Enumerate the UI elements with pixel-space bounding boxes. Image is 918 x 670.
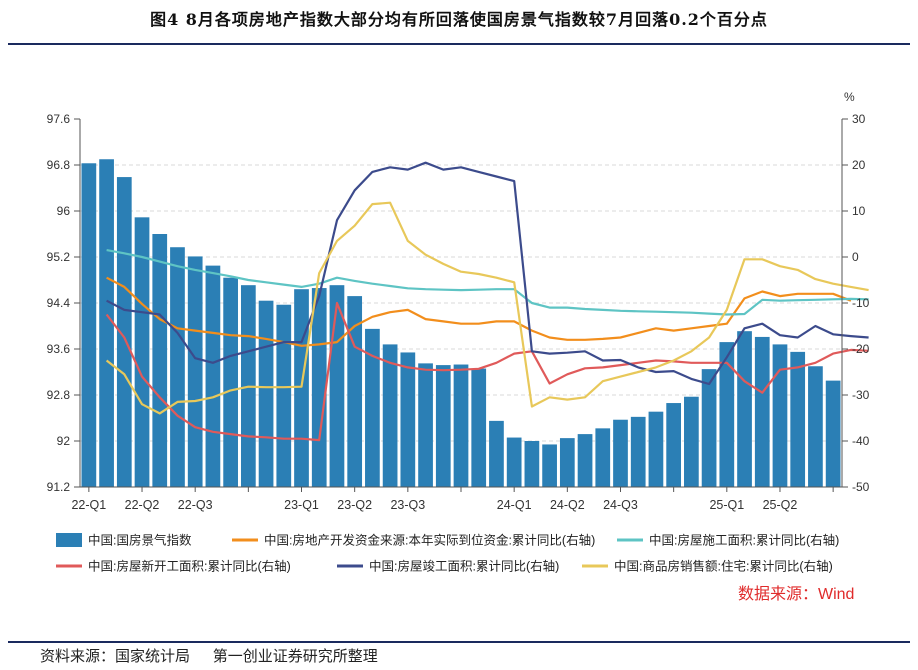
bar <box>81 163 97 487</box>
bar <box>577 434 593 487</box>
bar <box>152 234 168 487</box>
bar <box>613 419 628 487</box>
right-axis-unit: % <box>844 90 855 104</box>
bottom-rule <box>8 641 910 643</box>
right-tick-label: -20 <box>852 342 870 356</box>
x-tick-label: 24-Q1 <box>497 498 532 512</box>
left-tick-label: 91.2 <box>47 480 71 494</box>
right-tick-label: 30 <box>852 112 866 126</box>
bar <box>205 265 221 487</box>
left-tick-label: 96.8 <box>47 158 71 172</box>
x-tick-label: 23-Q3 <box>390 498 425 512</box>
bar <box>808 366 823 487</box>
series-line-new_start <box>105 301 869 442</box>
right-tick-label: -10 <box>852 296 870 310</box>
axes: 97.6 96.8 96 95.2 94.4 93.6 92.8 92 91.2 30 20 10 0 -… <box>47 90 870 512</box>
legend-label: 中国:国房景气指数 <box>88 533 192 548</box>
bar <box>666 403 682 487</box>
bar <box>276 304 292 487</box>
series-line-construction <box>106 249 869 316</box>
series-line-sales <box>105 201 869 415</box>
line-series <box>105 161 869 442</box>
series-line-funding <box>106 276 852 347</box>
bar <box>754 336 770 487</box>
x-tick-label: 25-Q2 <box>763 498 798 512</box>
bar <box>435 365 451 487</box>
bar <box>311 288 327 487</box>
right-tick-label: -40 <box>852 434 870 448</box>
bar <box>365 328 380 487</box>
bar <box>825 380 841 487</box>
legend-label: 中国:商品房销售额:住宅:累计同比(右轴) <box>614 559 833 574</box>
right-tick-label: 10 <box>852 204 866 218</box>
bar <box>294 289 309 487</box>
x-tick-label: 25-Q1 <box>709 498 744 512</box>
chart-canvas: 97.6 96.8 96 95.2 94.4 93.6 92.8 92 91.2 30 20 10 0 -… <box>47 90 870 574</box>
x-tick-label: 23-Q2 <box>337 498 372 512</box>
legend-label: 中国:房屋施工面积:累计同比(右轴) <box>649 533 839 548</box>
bar <box>648 411 664 487</box>
bar <box>790 351 806 487</box>
footer: 资料来源：国家统计局 第一创业证券研究所整理 <box>40 645 396 666</box>
x-tick-label: 22-Q1 <box>71 498 106 512</box>
right-tick-label: 0 <box>852 250 859 264</box>
bar <box>630 416 646 487</box>
x-tick-label: 22-Q3 <box>178 498 213 512</box>
series-line-completion <box>106 161 869 386</box>
left-tick-label: 93.6 <box>47 342 71 356</box>
bar <box>400 352 416 487</box>
bar <box>595 428 611 487</box>
footer-source: 资料来源：国家统计局 <box>40 647 191 665</box>
right-tick-label: 20 <box>852 158 866 172</box>
bar <box>772 344 788 487</box>
bar <box>506 437 522 487</box>
left-tick-label: 96 <box>57 204 71 218</box>
bar <box>701 369 717 487</box>
footer-organizer: 第一创业证券研究所整理 <box>212 647 378 665</box>
legend: 中国:国房景气指数 中国:房地产开发资金来源:本年实际到位资金:累计同比(右轴) 中… <box>56 533 839 574</box>
left-tick-label: 94.4 <box>47 296 71 310</box>
data-source-note: 数据来源：Wind <box>738 586 855 603</box>
bar <box>684 396 699 487</box>
bar <box>453 364 469 487</box>
left-tick-label: 92 <box>57 434 71 448</box>
right-tick-label: -30 <box>852 388 870 402</box>
x-tick-label: 24-Q3 <box>603 498 638 512</box>
right-tick-label: -50 <box>852 480 870 494</box>
bar <box>382 344 398 487</box>
bar <box>134 217 150 487</box>
bar <box>719 342 735 487</box>
x-tick-label: 23-Q1 <box>284 498 319 512</box>
bar <box>489 420 504 487</box>
x-tick-label: 22-Q2 <box>125 498 160 512</box>
bar <box>99 159 114 487</box>
bar <box>223 277 238 487</box>
bar <box>559 438 575 487</box>
bar <box>187 256 203 487</box>
legend-label: 中国:房屋竣工面积:累计同比(右轴) <box>369 559 559 574</box>
x-tick-label: 24-Q2 <box>550 498 585 512</box>
bar <box>737 331 752 487</box>
bar <box>170 247 185 487</box>
bar <box>542 444 557 487</box>
top-rule <box>8 43 910 45</box>
bar <box>418 363 433 487</box>
bar <box>347 296 363 487</box>
legend-label: 中国:房地产开发资金来源:本年实际到位资金:累计同比(右轴) <box>264 533 595 548</box>
chart-title: 图4 8月各项房地产指数大部分均有所回落使国房景气指数较7月回落0.2个百分点 <box>150 10 768 29</box>
left-tick-label: 92.8 <box>47 388 71 402</box>
left-tick-label: 97.6 <box>47 112 71 126</box>
bar <box>258 300 274 487</box>
legend-swatch <box>56 533 82 547</box>
legend-label: 中国:房屋新开工面积:累计同比(右轴) <box>88 559 291 574</box>
bar <box>524 441 540 487</box>
bar <box>471 368 487 487</box>
left-tick-label: 95.2 <box>47 250 71 264</box>
